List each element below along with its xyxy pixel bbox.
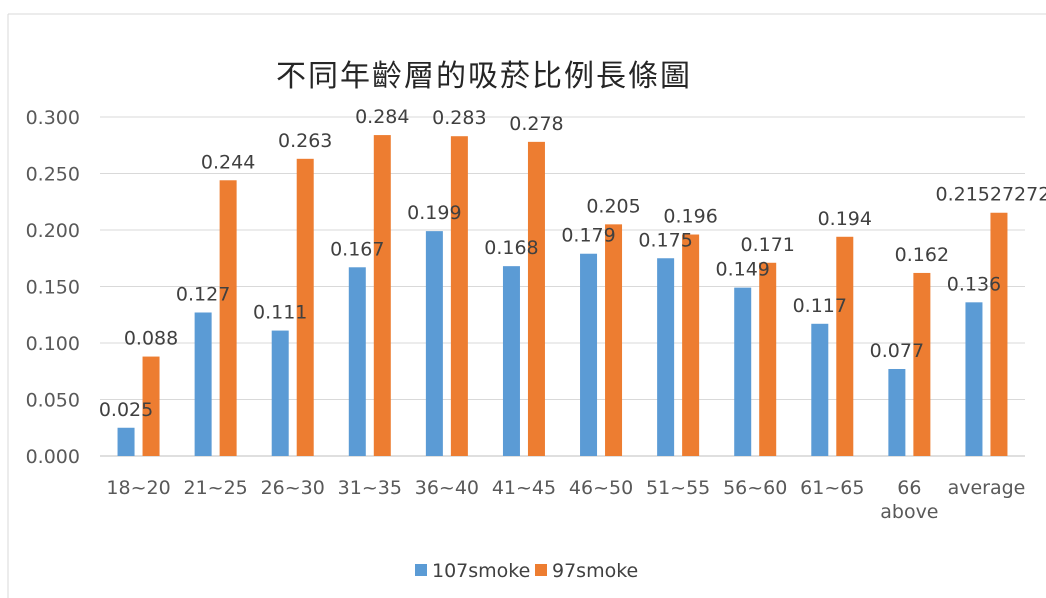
bar-97smoke [450,136,468,456]
data-label-107smoke: 0.077 [870,340,924,362]
bar-107smoke [271,330,289,456]
bar-107smoke [194,312,212,456]
data-label-107smoke: 0.168 [484,237,538,259]
bar-97smoke [605,224,623,456]
bar-97smoke [836,236,854,456]
y-tick-label: 0.100 [26,333,80,355]
x-tick-label: 18~20 [106,477,170,499]
x-tick-label: 56~60 [723,477,787,499]
data-label-97smoke: 0.284 [355,106,409,128]
data-labels: 0.025 0.088 0.127 0.244 0.111 0.263 0.167 0.284… [99,106,1046,421]
bar-107smoke [811,323,829,456]
y-tick-label: 0.150 [26,277,80,299]
legend-label-97smoke: 97smoke [552,560,638,582]
data-label-107smoke: 0.117 [793,295,847,317]
bar-107smoke [580,253,598,456]
legend-swatch-97smoke [535,564,547,576]
data-label-107smoke: 0.127 [176,283,230,305]
data-label-97smoke: 0.244 [201,151,255,173]
x-tick-label: 66 above [880,477,938,523]
bar-107smoke [888,368,906,456]
data-label-97smoke: 0.215272727 [935,184,1046,206]
bar-97smoke [990,212,1008,456]
bars [117,135,1008,457]
y-tick-label: 0.300 [26,107,80,129]
legend-swatch-107smoke [415,564,427,576]
y-tick-label: 0.200 [26,220,80,242]
legend-label-107smoke: 107smoke [432,560,530,582]
bar-107smoke [734,287,752,456]
data-label-107smoke: 0.136 [947,273,1001,295]
bar-97smoke [219,180,237,456]
bar-97smoke [296,158,314,456]
data-label-97smoke: 0.171 [741,234,795,256]
data-label-97smoke: 0.205 [586,195,640,217]
y-tick-label: 0.250 [26,164,80,186]
bar-107smoke [117,427,135,456]
data-label-97smoke: 0.088 [124,328,178,350]
bar-97smoke [373,135,391,456]
x-tick-label: 26~30 [261,477,325,499]
legend: 107smoke 97smoke [415,560,638,582]
data-label-107smoke: 0.111 [253,302,307,324]
data-label-107smoke: 0.167 [330,238,384,260]
data-label-107smoke: 0.179 [561,225,615,247]
bar-107smoke [965,302,983,456]
bar-97smoke [142,356,160,456]
bar-97smoke [913,272,931,456]
bar-107smoke [657,258,675,456]
data-label-97smoke: 0.162 [895,244,949,266]
x-tick-label: average [948,477,1026,499]
gridlines [100,116,1025,457]
y-tick-label: 0.050 [26,390,80,412]
x-tick-label: 31~35 [338,477,402,499]
data-label-97smoke: 0.194 [818,208,872,230]
y-tick-label: 0.000 [26,446,80,468]
bar-97smoke [527,141,545,457]
x-tick-label: 41~45 [492,477,556,499]
data-label-97smoke: 0.278 [509,113,563,135]
x-tick-label: 61~65 [800,477,864,499]
y-axis: 0.000 0.050 0.100 0.150 0.200 0.250 0.300 [26,107,80,468]
data-label-107smoke: 0.025 [99,399,153,421]
x-tick-label: 36~40 [415,477,479,499]
data-label-107smoke: 0.199 [407,202,461,224]
x-tick-label: 21~25 [183,477,247,499]
bar-107smoke [425,231,443,456]
bar-107smoke [348,267,366,456]
data-label-97smoke: 0.196 [663,206,717,228]
bar-97smoke [682,234,700,456]
chart-title: 不同年齡層的吸菸比例長條圖 [276,59,692,94]
bar-97smoke [759,262,777,456]
x-tick-label: 46~50 [569,477,633,499]
bar-107smoke [502,266,520,456]
data-label-97smoke: 0.263 [278,130,332,152]
x-tick-label: 51~55 [646,477,710,499]
data-label-107smoke: 0.175 [638,229,692,251]
x-axis: 18~20 21~25 26~30 31~35 36~40 41~45 46~50 51~55… [106,477,1025,523]
data-label-107smoke: 0.149 [716,259,770,281]
data-label-97smoke: 0.283 [432,107,486,129]
